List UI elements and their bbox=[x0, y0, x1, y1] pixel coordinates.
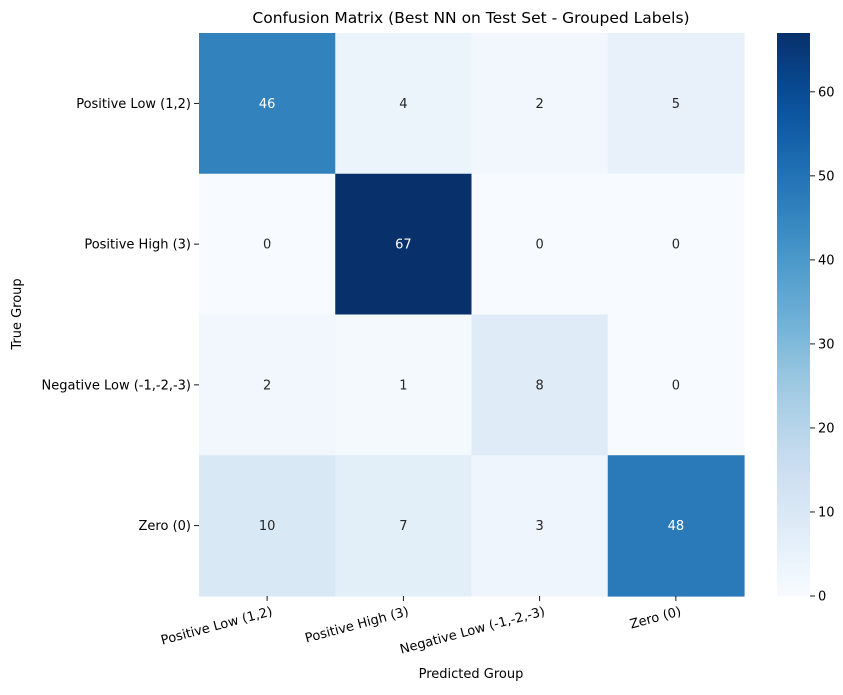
colorbar-tick-label: 60 bbox=[818, 85, 835, 100]
colorbar-ticks: 0 10 20 30 40 50 60 bbox=[810, 85, 835, 605]
cell-value-label: 7 bbox=[399, 519, 407, 534]
colorbar-tick-label: 50 bbox=[818, 169, 835, 184]
y-tick-label: Zero (0) bbox=[139, 519, 191, 534]
cell-value-label: 0 bbox=[672, 378, 680, 393]
x-tick-label: Positive Low (1,2) bbox=[159, 604, 274, 648]
heatmap-cell bbox=[471, 33, 609, 175]
chart-title: Confusion Matrix (Best NN on Test Set - … bbox=[252, 9, 689, 27]
colorbar bbox=[777, 33, 810, 596]
cell-value-label: 2 bbox=[535, 97, 543, 112]
heatmap-cell bbox=[471, 314, 609, 456]
x-axis-label: Predicted Group bbox=[419, 667, 524, 682]
heatmap-cells bbox=[199, 33, 745, 597]
cell-value-label: 67 bbox=[395, 238, 412, 253]
heatmap-cell bbox=[199, 173, 336, 316]
cell-value-label: 4 bbox=[399, 97, 407, 112]
y-axis-ticks: Positive Low (1,2) Positive High (3) Negat… bbox=[42, 97, 199, 534]
x-axis-ticks: Positive Low (1,2) Positive High (3)Negat… bbox=[159, 596, 683, 658]
heatmap-cell bbox=[335, 33, 473, 175]
heatmap-cell bbox=[607, 173, 745, 316]
cell-value-label: 1 bbox=[399, 378, 407, 393]
cell-value-label: 8 bbox=[535, 378, 543, 393]
heatmap-cell bbox=[199, 33, 336, 175]
cell-value-label: 0 bbox=[672, 238, 680, 253]
cell-value-label: 10 bbox=[259, 519, 276, 534]
y-tick-label: Positive High (3) bbox=[84, 238, 191, 253]
colorbar-tick-label: 20 bbox=[818, 421, 835, 436]
cell-value-label: 0 bbox=[535, 238, 543, 253]
heatmap-cell bbox=[335, 314, 473, 456]
cell-value-label: 46 bbox=[259, 97, 276, 112]
heatmap-cell bbox=[471, 173, 609, 316]
y-axis-label: True Group bbox=[10, 278, 25, 350]
cell-value-label: 0 bbox=[263, 238, 271, 253]
cell-value-label: 3 bbox=[535, 519, 543, 534]
cell-value-label: 2 bbox=[263, 378, 271, 393]
heatmap-cell bbox=[471, 455, 609, 597]
x-tick-label: Zero (0) bbox=[628, 604, 683, 632]
heatmap-cell bbox=[199, 314, 336, 456]
heatmap-cell bbox=[607, 314, 745, 456]
cell-annotations: 46 4 2 5 0 67 0 0 2 1 8 0 10 7 3 48 bbox=[259, 97, 684, 534]
heatmap-cell bbox=[335, 455, 473, 597]
x-tick-label: Positive High (3) bbox=[303, 604, 410, 646]
x-tick-label: Negative Low (-1,-2,-3) bbox=[398, 604, 546, 657]
heatmap-cell bbox=[607, 33, 745, 175]
colorbar-tick-label: 40 bbox=[818, 253, 835, 268]
cell-value-label: 48 bbox=[668, 519, 685, 534]
y-tick-label: Negative Low (-1,-2,-3) bbox=[42, 378, 192, 393]
y-tick-label: Positive Low (1,2) bbox=[76, 97, 191, 112]
heatmap-cell bbox=[199, 455, 336, 597]
cell-value-label: 5 bbox=[672, 97, 680, 112]
colorbar-tick-label: 10 bbox=[818, 505, 835, 520]
heatmap-cell bbox=[607, 455, 745, 597]
colorbar-tick-label: 0 bbox=[818, 590, 826, 605]
heatmap-cell bbox=[335, 173, 473, 316]
colorbar-tick-label: 30 bbox=[818, 337, 835, 352]
